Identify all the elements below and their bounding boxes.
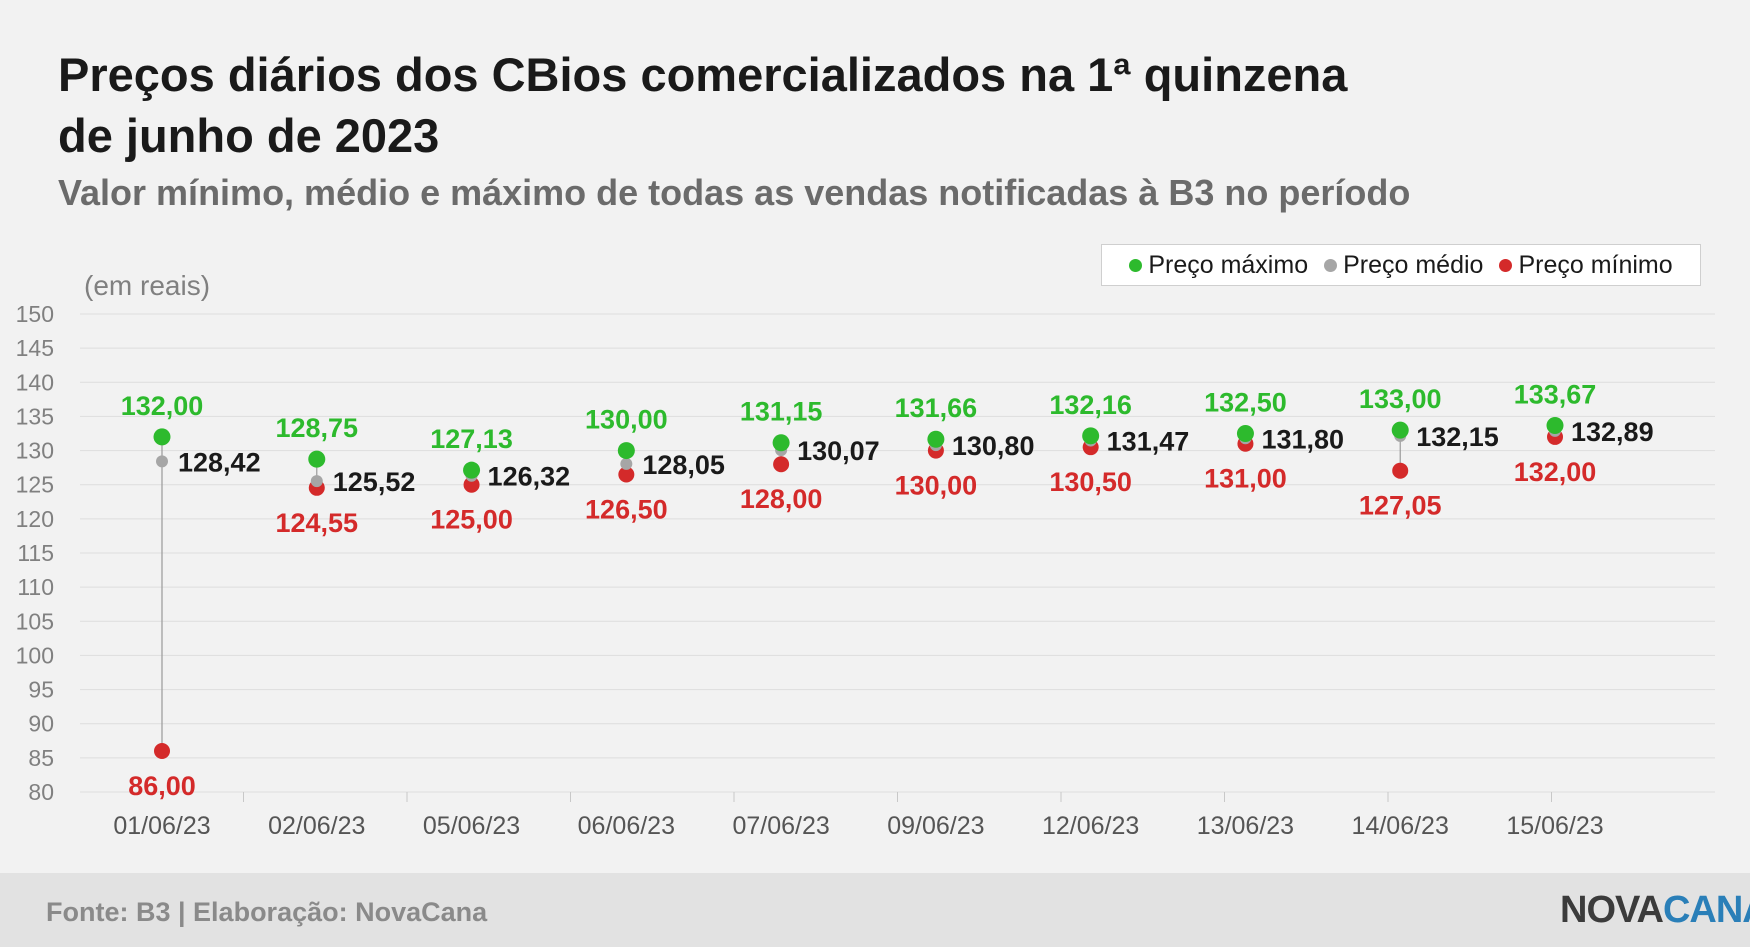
legend-dot-avg <box>1324 258 1338 272</box>
y-tick-label: 110 <box>17 574 54 600</box>
novacana-logo: NOVACANA <box>1560 889 1750 932</box>
avg-data-label: 132,89 <box>1571 417 1654 447</box>
avg-data-label: 125,52 <box>333 467 416 497</box>
max-point <box>1236 425 1254 442</box>
avg-data-label: 128,42 <box>178 447 261 477</box>
legend-dot-max <box>1129 258 1143 272</box>
max-data-label: 131,66 <box>895 393 978 423</box>
source-credit: Fonte: B3 | Elaboração: NovaCana <box>46 897 488 927</box>
min-data-label: 130,50 <box>1049 467 1132 497</box>
min-data-label: 127,05 <box>1359 491 1442 521</box>
max-data-label: 131,15 <box>740 397 823 427</box>
legend-item-max: Preço máximo <box>1129 251 1308 280</box>
y-tick-label: 125 <box>16 472 54 498</box>
y-tick-label: 140 <box>16 369 54 395</box>
chart-subtitle: Valor mínimo, médio e máximo de todas as… <box>58 172 1411 213</box>
max-data-label: 132,00 <box>121 391 204 421</box>
max-point <box>1546 417 1564 435</box>
min-point <box>154 743 170 760</box>
max-point <box>1082 427 1100 445</box>
logo-part-nova: NOVA <box>1560 889 1664 931</box>
max-data-label: 128,75 <box>275 413 358 443</box>
avg-point <box>156 455 168 468</box>
y-tick-label: 95 <box>28 677 54 703</box>
footer-bar: Fonte: B3 | Elaboração: NovaCana NOVACAN… <box>0 873 1750 947</box>
min-data-label: 126,50 <box>585 494 668 524</box>
title-line-1: Preços diários dos CBios comercializados… <box>58 48 1348 101</box>
legend-item-avg: Preço médio <box>1324 251 1483 280</box>
chart-plot: 150 145 140 135 130 125 120 115 110 105 100 95 90 85 8… <box>16 301 1715 840</box>
x-tick-label: 09/06/23 <box>887 812 984 840</box>
min-data-label: 128,00 <box>740 484 823 514</box>
max-point <box>927 430 945 448</box>
avg-data-label: 126,32 <box>488 462 571 492</box>
avg-point <box>620 457 633 470</box>
max-point <box>308 450 326 468</box>
x-tick-label: 14/06/23 <box>1352 812 1449 840</box>
min-data-label: 132,00 <box>1514 457 1597 487</box>
x-tick-label: 13/06/23 <box>1197 812 1294 840</box>
x-tick-label: 06/06/23 <box>578 812 675 840</box>
legend-label-max: Preço máximo <box>1148 250 1309 279</box>
avg-data-label: 131,80 <box>1261 424 1344 454</box>
max-point <box>617 442 635 460</box>
min-data-label: 130,00 <box>895 471 978 501</box>
max-point <box>463 461 481 479</box>
chart-title: Preços diários dos CBios comercializados… <box>58 44 1458 166</box>
legend-label-avg: Preço médio <box>1343 250 1484 279</box>
min-point <box>463 476 480 493</box>
avg-point <box>310 475 323 488</box>
max-data-label: 127,13 <box>430 424 513 454</box>
y-tick-label: 135 <box>16 403 54 429</box>
min-data-label: 86,00 <box>128 771 196 801</box>
y-tick-label: 105 <box>16 608 54 634</box>
title-line-2: de junho de 2023 <box>58 109 440 162</box>
max-point <box>772 434 790 452</box>
y-tick-label: 145 <box>16 335 54 361</box>
x-tick-label: 02/06/23 <box>268 812 365 840</box>
y-axis-unit-label: (em reais) <box>84 270 211 301</box>
legend-label-min: Preço mínimo <box>1518 250 1673 279</box>
avg-data-label: 131,47 <box>1107 427 1190 457</box>
x-tick-label: 07/06/23 <box>732 812 829 840</box>
y-tick-label: 115 <box>17 540 54 566</box>
x-tick-label: 15/06/23 <box>1506 812 1603 840</box>
y-tick-label: 90 <box>28 711 54 737</box>
x-tick-label: 05/06/23 <box>423 812 520 840</box>
min-point <box>1392 462 1409 479</box>
max-data-label: 130,00 <box>585 405 668 435</box>
chart-legend: Preço máximo Preço médio Preço mínimo <box>1101 244 1701 286</box>
y-tick-label: 80 <box>28 779 54 805</box>
y-tick-label: 150 <box>16 301 54 327</box>
min-point <box>618 466 635 483</box>
min-data-label: 131,00 <box>1204 464 1287 494</box>
logo-part-cana: CANA <box>1662 889 1750 931</box>
legend-item-min: Preço mínimo <box>1499 250 1673 280</box>
max-data-label: 133,00 <box>1359 384 1442 414</box>
avg-data-label: 128,05 <box>642 450 725 480</box>
y-tick-label: 100 <box>16 642 54 668</box>
min-data-label: 125,00 <box>430 505 513 535</box>
x-tick-label: 12/06/23 <box>1042 812 1139 840</box>
x-tick-label: 01/06/23 <box>113 812 210 840</box>
min-data-label: 124,55 <box>275 508 358 538</box>
max-data-label: 132,16 <box>1049 390 1132 420</box>
max-point <box>1391 421 1409 439</box>
max-point <box>153 428 171 446</box>
y-tick-label: 130 <box>16 438 54 464</box>
y-tick-label: 85 <box>28 745 54 771</box>
y-tick-label: 120 <box>16 506 54 532</box>
avg-data-label: 130,80 <box>952 431 1035 461</box>
min-point <box>773 456 790 473</box>
max-data-label: 133,67 <box>1514 380 1597 410</box>
legend-dot-min <box>1499 258 1513 272</box>
avg-data-label: 130,07 <box>797 436 880 466</box>
avg-data-label: 132,15 <box>1416 422 1499 452</box>
max-data-label: 132,50 <box>1204 388 1287 418</box>
